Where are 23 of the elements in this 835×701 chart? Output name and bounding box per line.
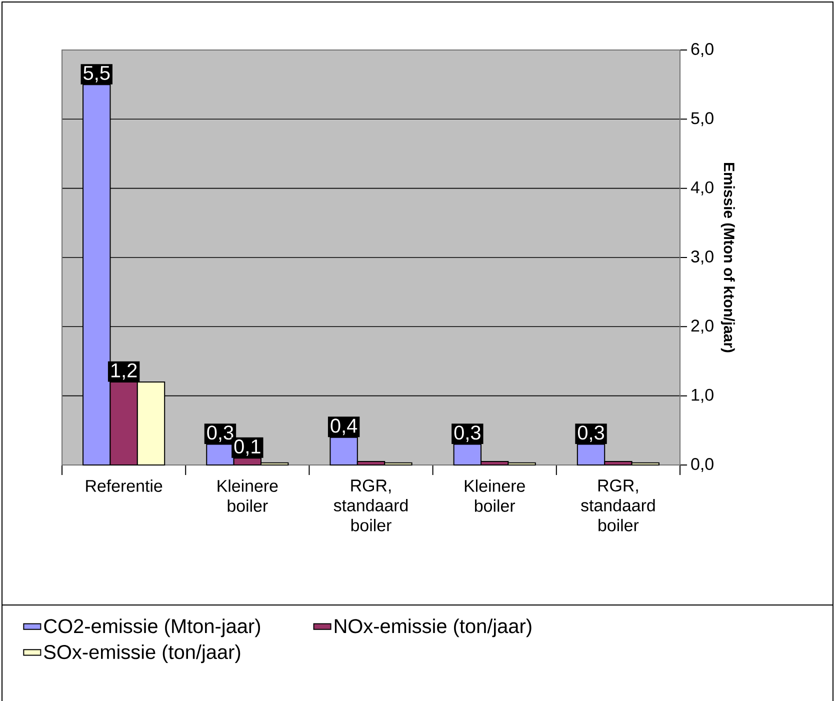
data-label: 0,3	[207, 426, 234, 442]
data-label: 0,3	[454, 426, 480, 442]
legend-label: NOx-emissie (ton/jaar)	[334, 618, 532, 638]
y-tick-label: 5,0	[691, 112, 714, 126]
data-label: 0,3	[578, 426, 604, 442]
y-tick-label: 1,0	[692, 388, 714, 403]
y-tick-label: 4,0	[690, 181, 714, 196]
legend-label: SOx-emissie (ton/jaar)	[44, 644, 240, 664]
x-tick-label: RGR, standaard boiler	[334, 480, 408, 532]
data-label: 0,1	[234, 439, 260, 456]
x-tick-label: Kleinere boiler	[218, 480, 278, 512]
legend-label: CO2-emissie (Mton-jaar)	[44, 618, 260, 638]
y-tick-label: 6,0	[691, 42, 714, 57]
data-label: 5,5	[84, 66, 110, 82]
data-label: 0,4	[330, 418, 358, 436]
x-tick-label: RGR, standaard boiler	[581, 480, 655, 532]
y-tick-label: 2,0	[691, 320, 714, 334]
x-tick-label: Referentie	[86, 480, 162, 492]
y-tick-label: 0,0	[691, 458, 714, 472]
x-tick-label: Kleinere boiler	[464, 480, 525, 512]
y-axis-title: Emissie (Mton of kton/jaar)	[720, 163, 735, 352]
data-label: 1,2	[111, 363, 137, 380]
y-tick-label: 3,0	[691, 250, 714, 264]
